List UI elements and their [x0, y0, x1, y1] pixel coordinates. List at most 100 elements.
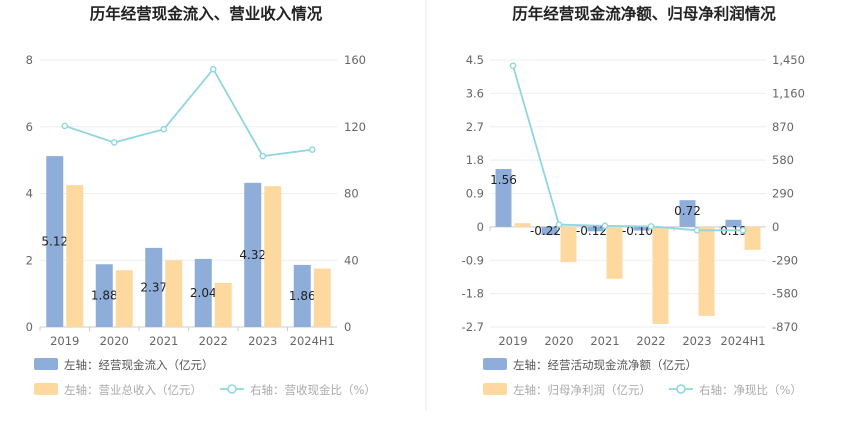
- y-right-tick: 0: [772, 220, 779, 234]
- data-label: 2.04: [190, 286, 217, 300]
- ratio-point: [509, 62, 517, 70]
- y-right-tick: 120: [344, 120, 366, 134]
- bar-secondary: [744, 226, 761, 250]
- x-tick-label: 2021: [590, 334, 619, 348]
- ratio-point: [110, 139, 118, 146]
- x-tick-label: 2020: [544, 334, 573, 348]
- ratio-point: [601, 222, 609, 230]
- ratio-point: [693, 227, 701, 234]
- x-tick-label: 2019: [50, 334, 79, 348]
- y-right-tick: 1,160: [772, 86, 805, 100]
- y-right-tick: -870: [772, 320, 798, 334]
- x-tick-label: 2024H1: [290, 334, 335, 348]
- y-right-tick: 870: [772, 120, 794, 134]
- y-left-tick: 4: [26, 187, 33, 201]
- data-label: 1.56: [490, 173, 517, 187]
- y-left-tick: 1.8: [466, 153, 484, 167]
- y-left-tick: 0: [26, 320, 33, 334]
- bar-secondary: [214, 282, 232, 327]
- ratio-line: [512, 65, 743, 232]
- ratio-point: [647, 223, 655, 230]
- y-left-tick: 2.7: [466, 120, 484, 134]
- ratio-point: [739, 227, 747, 234]
- x-tick-label: 2022: [636, 334, 665, 348]
- legend-label: 左轴：经营现金流入（亿元）: [64, 358, 214, 372]
- legend-swatch-bar[interactable]: [34, 358, 58, 370]
- y-left-tick: 0: [477, 220, 484, 234]
- y-right-tick: 580: [772, 153, 794, 167]
- legend-swatch-bar[interactable]: [483, 383, 507, 395]
- x-tick-label: 2019: [498, 334, 527, 348]
- bar-secondary: [313, 268, 331, 327]
- legend-label: 左轴：经营活动现金流净额（亿元）: [513, 358, 697, 372]
- legend-label: 左轴：归母净利润（亿元）: [513, 383, 651, 397]
- bar-secondary: [560, 226, 577, 263]
- ratio-point: [209, 65, 217, 73]
- legend-swatch-bar[interactable]: [34, 383, 58, 395]
- data-label: 2.37: [140, 280, 167, 294]
- chart-title: 历年经营现金流净额、归母净利润情况: [512, 4, 776, 23]
- bar-primary: [46, 156, 64, 327]
- bar-primary: [293, 264, 311, 327]
- legend-swatch-marker: [676, 384, 686, 394]
- y-right-tick: -290: [772, 253, 798, 267]
- y-right-tick: -580: [772, 287, 798, 301]
- ratio-point: [308, 146, 316, 153]
- data-label: 4.32: [239, 248, 266, 262]
- bar-primary: [679, 200, 696, 227]
- ratio-point: [259, 152, 267, 160]
- data-label: -0.10: [622, 224, 653, 238]
- legend-swatch-bar[interactable]: [483, 358, 507, 370]
- bar-primary: [495, 169, 512, 227]
- y-left-tick: -0.9: [462, 253, 484, 267]
- x-tick-label: 2021: [149, 334, 178, 348]
- y-right-tick: 0: [344, 320, 351, 334]
- legend-label: 右轴：营收现金比（%）: [250, 383, 376, 397]
- bar-secondary: [165, 260, 183, 327]
- y-left-tick: -1.8: [462, 287, 484, 301]
- bar-secondary: [264, 186, 282, 327]
- y-left-tick: 4.5: [466, 53, 484, 67]
- ratio-line: [64, 67, 313, 158]
- y-left-tick: 3.6: [466, 86, 484, 100]
- x-tick-label: 2022: [199, 334, 228, 348]
- chart-2: 历年经营现金流净额、归母净利润情况 4.5 3.6 2.7 1.8 0.9 0 -0.9 -1.…: [462, 4, 805, 397]
- chart-title: 历年经营现金流入、营业收入情况: [90, 4, 323, 23]
- y-right-tick: 1,450: [772, 53, 805, 67]
- data-label: 0.72: [674, 204, 701, 218]
- ratio-point: [160, 125, 168, 133]
- bar-primary: [587, 226, 604, 232]
- bar-secondary: [514, 223, 531, 227]
- y-left-tick: 8: [26, 53, 33, 67]
- data-label: -0.12: [576, 224, 607, 238]
- y-left-tick: 0.9: [466, 187, 484, 201]
- y-right-tick: 40: [344, 253, 359, 267]
- data-label: 1.86: [289, 289, 316, 303]
- ratio-point: [61, 122, 69, 130]
- bar-primary: [145, 247, 163, 327]
- bar-primary: [95, 264, 113, 327]
- bar-primary: [725, 219, 742, 227]
- data-label: 5.12: [41, 235, 68, 249]
- legend-swatch-marker: [227, 384, 237, 394]
- legend-label: 左轴：营业总收入（亿元）: [64, 383, 202, 397]
- data-label: 1.88: [91, 289, 118, 303]
- y-left-tick: -2.7: [462, 320, 484, 334]
- bar-secondary: [698, 226, 715, 316]
- y-left-tick: 6: [26, 120, 33, 134]
- bar-primary: [633, 226, 650, 231]
- bar-secondary: [66, 185, 84, 327]
- x-tick-label: 2020: [100, 334, 129, 348]
- x-tick-label: 2023: [682, 334, 711, 348]
- y-right-tick: 160: [344, 53, 366, 67]
- bar-primary: [194, 258, 212, 327]
- y-left-tick: 2: [26, 253, 33, 267]
- legend-label: 右轴：净现比（%）: [699, 383, 802, 397]
- x-tick-label: 2024H1: [720, 334, 765, 348]
- data-label: -0.22: [530, 224, 561, 238]
- bar-primary: [541, 226, 558, 236]
- ratio-point: [555, 221, 563, 228]
- bar-secondary: [652, 226, 669, 325]
